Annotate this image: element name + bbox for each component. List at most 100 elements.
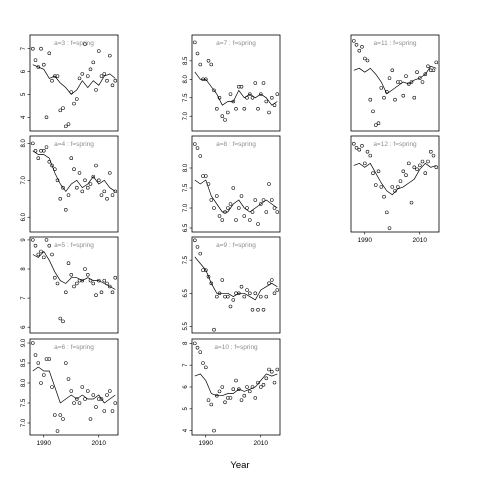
fit-line [194, 71, 278, 106]
panel-3: a=11 : f=spring [350, 34, 440, 132]
data-point [360, 45, 364, 49]
data-point [407, 161, 411, 166]
y-tick-label: 7.0 [183, 203, 189, 212]
data-point [267, 367, 271, 372]
y-tick-label: 8.0 [21, 378, 27, 387]
data-point [102, 409, 107, 413]
data-point [86, 389, 90, 393]
panel-2: a=7 : f=spring 7.0 7.5 8.0 8.5 [183, 34, 281, 132]
data-point [75, 397, 79, 401]
fit-line [353, 162, 437, 196]
data-point [77, 401, 82, 405]
data-point [231, 387, 236, 391]
data-point [409, 200, 414, 205]
data-point [434, 165, 439, 170]
data-point [113, 401, 118, 405]
panel-title: a=4 : f=spring [54, 141, 94, 148]
data-point [88, 278, 93, 283]
data-point [105, 281, 109, 286]
data-point [198, 62, 203, 67]
data-point [264, 376, 269, 381]
data-point [242, 107, 247, 111]
data-point [53, 275, 57, 280]
data-point [423, 171, 428, 175]
data-point [217, 214, 222, 218]
data-point [72, 284, 76, 289]
data-point [50, 78, 54, 83]
y-tick-label: 9.0 [21, 338, 27, 347]
data-point [239, 398, 244, 402]
data-point [217, 291, 222, 296]
data-point [58, 197, 63, 201]
data-point [108, 53, 112, 58]
panel-title: a=6 : f=spring [54, 344, 94, 351]
data-point [97, 278, 101, 283]
data-point [61, 106, 65, 110]
data-point [264, 210, 269, 214]
data-point [223, 118, 227, 122]
data-point [69, 156, 74, 160]
panel-6: a=12 : f=spring 1990 2010 [350, 135, 440, 244]
data-point [88, 67, 93, 72]
data-point [226, 206, 230, 210]
data-point [226, 396, 230, 400]
data-point [371, 109, 375, 114]
data-point [352, 142, 356, 146]
data-point [209, 198, 214, 202]
data-point [64, 124, 68, 129]
data-point [91, 281, 96, 286]
data-point [193, 238, 197, 243]
data-point [226, 294, 230, 299]
panel-frame [29, 34, 119, 132]
data-point [94, 405, 98, 409]
data-point [212, 327, 216, 332]
data-point [223, 400, 227, 405]
fit-line [32, 150, 116, 192]
data-point [31, 341, 35, 345]
data-point [91, 393, 96, 397]
data-point [382, 95, 386, 100]
data-point [102, 278, 107, 283]
data-point [409, 80, 414, 84]
data-point [206, 274, 211, 279]
data-point [390, 185, 395, 189]
panel-frame [191, 34, 281, 132]
data-point [61, 185, 65, 190]
panel-frame [191, 135, 281, 233]
data-point [66, 193, 71, 197]
data-point [66, 122, 71, 126]
data-point [69, 90, 74, 94]
data-point [64, 290, 68, 295]
data-point [231, 298, 236, 302]
panel-frame [191, 236, 281, 334]
data-point [105, 197, 109, 201]
data-point [102, 189, 107, 194]
data-point [72, 401, 76, 405]
data-point [250, 385, 255, 389]
data-point [108, 389, 112, 393]
data-point [83, 42, 87, 46]
data-point [261, 198, 266, 202]
data-point [237, 387, 241, 391]
data-point [404, 74, 408, 78]
data-point [105, 393, 109, 397]
data-point [94, 88, 98, 92]
data-point [53, 74, 57, 78]
data-point [113, 189, 118, 194]
data-point [33, 243, 38, 248]
y-tick-label: 5.5 [183, 322, 189, 331]
data-point [44, 115, 49, 120]
data-point [237, 206, 241, 210]
data-point [426, 159, 430, 164]
data-point [431, 68, 436, 73]
y-tick-label: 7 [21, 46, 27, 50]
panel-5: a=8 : f=spring 6.5 7.0 7.5 8.0 [183, 135, 281, 233]
data-point [97, 397, 101, 401]
data-point [429, 149, 433, 154]
data-point [431, 153, 436, 158]
data-point [47, 243, 52, 248]
data-point [259, 385, 263, 389]
data-point [72, 101, 76, 106]
panel-4: a=4 : f=spring 6.0 7.0 8.0 [21, 135, 119, 233]
data-point [44, 238, 49, 242]
